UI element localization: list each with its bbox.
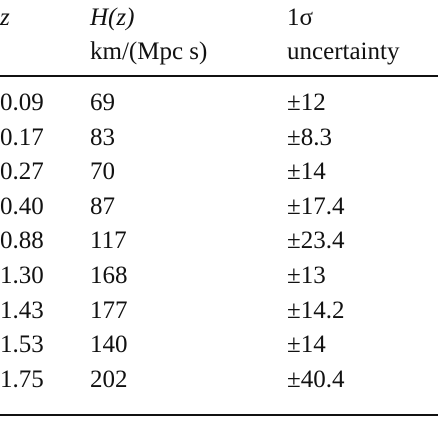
table-cell: 0.09 bbox=[0, 89, 44, 116]
table-cell: 83 bbox=[90, 123, 115, 151]
table-cell: 0.17 bbox=[0, 123, 44, 151]
table-cell: ±14 bbox=[287, 331, 326, 359]
table-cell: 87 bbox=[90, 192, 115, 220]
column-label: H(z) bbox=[90, 4, 135, 31]
table-cell: 0.27 bbox=[0, 158, 44, 186]
table-cell: ±17.4 bbox=[287, 192, 345, 220]
table-cell: 140 bbox=[90, 331, 128, 359]
table-cell: 0.40 bbox=[0, 192, 44, 220]
table-cell: 117 bbox=[90, 227, 127, 255]
table-cell: ±14 bbox=[287, 158, 326, 186]
table-cell: ±13 bbox=[287, 262, 326, 289]
column-label: z bbox=[0, 4, 10, 31]
table-cell: 69 bbox=[90, 89, 115, 116]
table-cell: 202 bbox=[90, 365, 128, 393]
table-cell: 1.43 bbox=[0, 296, 44, 324]
table-cell: ±8.3 bbox=[287, 123, 332, 151]
table-cell: 168 bbox=[90, 262, 128, 289]
table-cell: 0.88 bbox=[0, 227, 44, 255]
bottom-rule bbox=[0, 414, 438, 416]
column-unit: uncertainty bbox=[287, 38, 400, 65]
table-cell: ±14.2 bbox=[287, 296, 345, 324]
table-cell: ±23.4 bbox=[287, 227, 345, 255]
table-cell: 1.30 bbox=[0, 262, 44, 289]
table-cell: 1.75 bbox=[0, 365, 44, 393]
table-cell: 70 bbox=[90, 158, 115, 186]
table-cell: 177 bbox=[90, 296, 128, 324]
table-cell: 1.53 bbox=[0, 331, 44, 359]
table-cell: ±40.4 bbox=[287, 365, 345, 393]
table-cell: ±12 bbox=[287, 89, 326, 116]
column-unit: km/(Mpc s) bbox=[90, 38, 208, 65]
column-label: 1σ bbox=[287, 4, 313, 31]
header-rule bbox=[0, 75, 438, 77]
